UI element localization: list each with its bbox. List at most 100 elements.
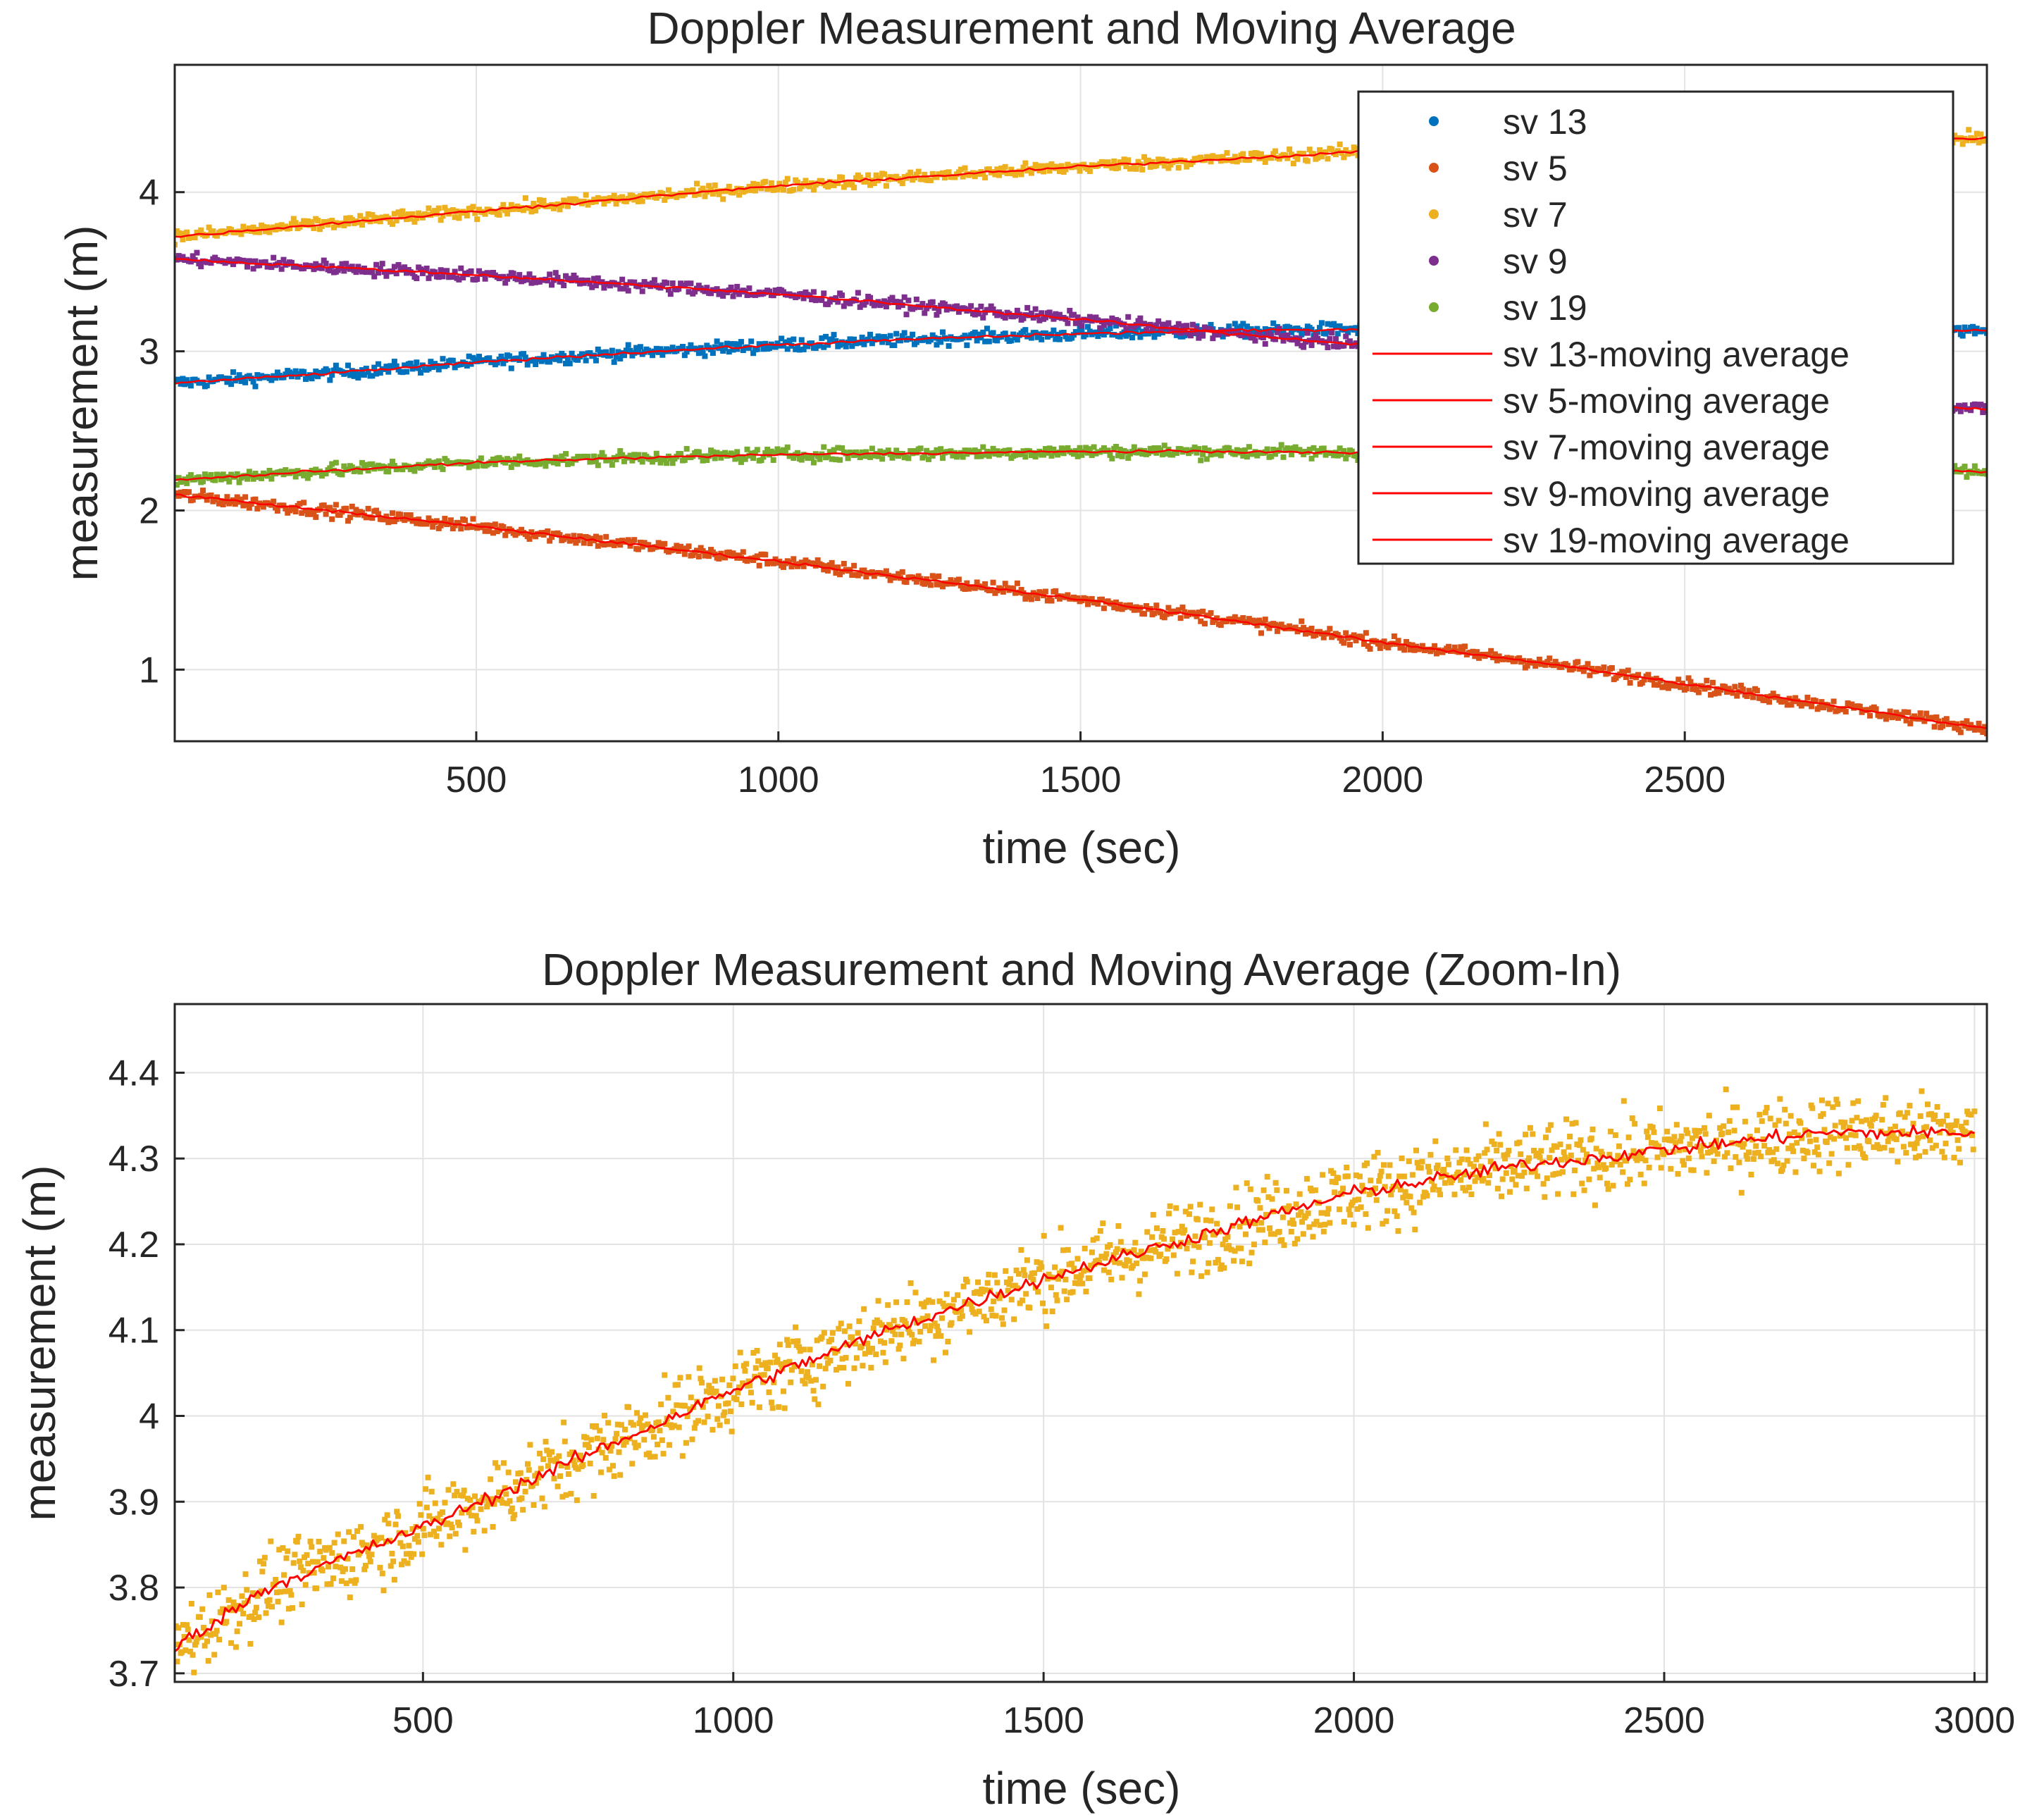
data-point: [419, 270, 426, 276]
data-point: [426, 205, 432, 211]
data-point: [317, 1549, 323, 1555]
data-point: [1074, 453, 1081, 459]
data-point: [1282, 152, 1289, 159]
data-point: [1200, 608, 1206, 614]
data-point: [175, 1642, 178, 1648]
data-point: [1133, 166, 1139, 172]
data-point: [488, 522, 495, 528]
data-point: [365, 369, 371, 376]
data-point: [1695, 689, 1702, 695]
data-point: [1083, 595, 1089, 602]
data-point: [432, 208, 438, 214]
data-point: [1020, 315, 1027, 321]
data-point: [287, 507, 293, 514]
data-point: [521, 1480, 527, 1486]
data-point: [865, 172, 872, 178]
data-point: [835, 180, 841, 187]
data-point: [994, 312, 1000, 318]
data-point: [287, 225, 293, 231]
data-point: [631, 452, 638, 458]
data-point: [184, 377, 190, 383]
data-point: [1215, 154, 1222, 161]
data-point: [311, 469, 317, 476]
data-point: [665, 187, 671, 193]
data-point: [496, 357, 502, 363]
data-point: [1044, 163, 1051, 169]
data-point: [1240, 615, 1246, 621]
data-point: [990, 330, 996, 336]
data-point: [568, 1490, 574, 1497]
data-point: [564, 1463, 571, 1470]
data-point: [1552, 659, 1559, 665]
data-point: [1081, 161, 1087, 168]
legend-label-sv13: sv 13: [1503, 102, 1587, 142]
data-point: [1034, 163, 1041, 170]
data-point: [1270, 320, 1277, 326]
data-point: [389, 1550, 395, 1556]
data-point: [824, 567, 831, 574]
legend-item-sv7-ma: sv 7-moving average: [1373, 428, 1830, 467]
data-point: [934, 342, 940, 348]
data-point: [710, 449, 716, 455]
data-point: [329, 372, 335, 378]
data-point: [734, 449, 741, 455]
data-point: [692, 192, 698, 198]
data-point: [1472, 653, 1478, 660]
data-point: [175, 481, 180, 488]
data-point: [609, 1463, 616, 1469]
data-point: [533, 361, 539, 367]
data-point: [275, 1599, 281, 1605]
data-point: [1327, 335, 1333, 342]
data-point: [810, 289, 817, 295]
data-point: [419, 1551, 426, 1557]
data-point: [447, 517, 454, 524]
data-point: [273, 375, 279, 381]
data-point: [907, 169, 914, 175]
data-point: [423, 211, 430, 218]
data-point: [1260, 335, 1266, 341]
data-point: [1901, 709, 1907, 715]
data-point: [1039, 310, 1045, 316]
data-point: [922, 452, 928, 459]
data-point: [796, 347, 803, 353]
data-point: [843, 450, 849, 457]
data-point: [283, 371, 289, 378]
data-point: [1218, 452, 1224, 459]
data-point: [555, 461, 561, 467]
data-point: [716, 451, 722, 457]
data-point: [558, 1463, 564, 1469]
data-point: [1070, 311, 1077, 318]
data-point: [1085, 601, 1091, 607]
data-point: [823, 333, 829, 340]
data-point: [917, 445, 924, 452]
data-point: [470, 204, 476, 210]
data-point: [1301, 151, 1307, 157]
data-point: [347, 372, 353, 378]
data-point: [461, 1487, 467, 1494]
data-point: [587, 280, 593, 287]
data-point: [901, 294, 907, 300]
data-point: [359, 222, 366, 228]
data-point: [423, 265, 430, 271]
data-point: [311, 1570, 317, 1576]
data-point: [1030, 314, 1036, 321]
data-point: [380, 1587, 387, 1594]
data-point: [1268, 453, 1275, 459]
data-point: [175, 253, 182, 259]
data-point: [838, 569, 845, 575]
data-point: [423, 1486, 429, 1492]
data-point: [1564, 662, 1571, 669]
data-point: [1280, 454, 1287, 460]
data-point: [440, 213, 446, 219]
data-point: [972, 173, 978, 180]
data-point: [1623, 674, 1629, 681]
data-point: [483, 1494, 489, 1501]
data-point: [1238, 447, 1244, 454]
data-point: [714, 338, 720, 345]
data-point: [1129, 335, 1135, 341]
data-point: [394, 1509, 400, 1515]
data-point: [250, 476, 256, 482]
data-point: [540, 1456, 547, 1462]
data-point: [1446, 643, 1452, 650]
data-point: [502, 1485, 508, 1491]
